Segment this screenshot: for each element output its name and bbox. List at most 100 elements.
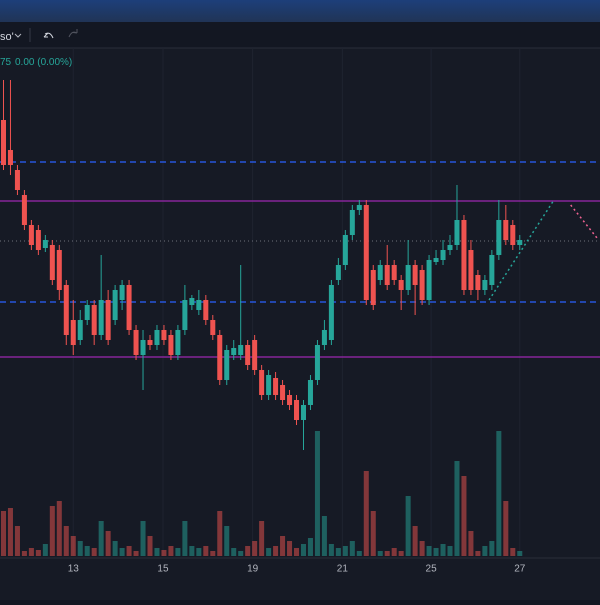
candle-body [175,330,181,355]
x-tick-label: 15 [157,564,169,575]
volume-bar [189,546,195,556]
candle-body [294,400,300,420]
volume-bar [349,541,355,556]
candle-body [335,265,341,280]
volume-bar [168,546,174,556]
volume-bar [517,551,523,556]
volume-bar [56,501,62,556]
volume-bar [196,548,202,556]
candle-body [14,170,20,190]
volume-bar [412,526,418,556]
candle-body [245,345,251,365]
candle-body [56,250,62,290]
candle-body [496,220,502,255]
volume-bar [231,548,237,556]
volume-bar [447,546,453,556]
candle-body [454,220,460,245]
volume-bar [287,541,293,556]
candle-body [161,330,167,340]
volume-bar [49,506,55,556]
candle-body [231,348,237,355]
candle-body [405,265,411,290]
volume-bar [154,548,160,556]
volume-bar [35,550,41,556]
volume-bar [203,546,209,556]
x-tick-label: 25 [426,564,438,575]
volume-bar [140,521,146,556]
volume-bar [133,551,139,556]
candle-body [119,285,125,300]
candle-body [91,305,97,335]
candle-body [210,320,216,335]
volume-bar [175,548,181,556]
volume-bar [475,551,481,556]
redo-button[interactable] [68,29,78,38]
volume-bar [321,516,327,556]
candle-body [307,380,313,405]
volume-bar [161,550,167,556]
volume-bar [105,531,111,556]
candle-body [21,195,27,225]
candle-body [7,150,13,165]
volume-bar [342,546,348,556]
candle-body [517,240,523,245]
volume-bar [307,538,313,556]
volume-bar [182,521,188,556]
volume-bar [510,548,516,556]
volume-bar [259,521,265,556]
volume-bar [280,536,286,556]
candle-body [300,405,306,420]
candle-body [426,260,432,300]
x-tick-label: 21 [337,564,349,575]
volume-bar [363,471,369,556]
volume-bar [245,546,251,556]
candle-body [314,345,320,380]
candle-body [252,340,258,370]
candle-body [98,300,104,335]
volume-bar [119,548,125,556]
volume-bar [454,461,460,556]
legend-last: 75 [0,57,12,68]
volume-bar [377,551,383,556]
symbol-chevron[interactable] [14,33,22,38]
undo-button[interactable] [43,32,54,39]
candle-body [510,225,516,245]
volume-bar [328,544,334,556]
volume-bar [461,476,467,556]
volume-bar [468,531,474,556]
candle-body [182,300,188,330]
candle-body [440,250,446,260]
candle-body [203,300,209,320]
candle-body [266,375,272,395]
candle-body [321,330,327,345]
volume-bar [489,541,495,556]
x-tick-label: 27 [514,564,526,575]
volume-bar [63,526,69,556]
volume-bar [42,544,48,556]
volume-bar [433,548,439,556]
symbol[interactable]: so' [0,31,14,43]
volume-bar [224,526,230,556]
candle-body [398,280,404,290]
volume-bar [0,511,6,556]
volume-bar [238,551,244,556]
candle-body [273,378,279,395]
volume-bar [14,526,20,556]
candle-body [196,300,202,310]
candle-body [342,235,348,265]
candle-body [154,330,160,345]
candle-body [28,225,34,245]
volume-bar [300,544,306,556]
header-bar [0,0,600,22]
candle-body [475,275,481,290]
candle-body [503,220,509,240]
candle-body [447,245,453,250]
volume-bar [294,548,300,556]
candle-body [112,290,118,320]
candle-body [363,205,369,300]
candle-body [0,120,6,165]
candle-body [224,350,230,380]
volume-bar [384,551,390,556]
